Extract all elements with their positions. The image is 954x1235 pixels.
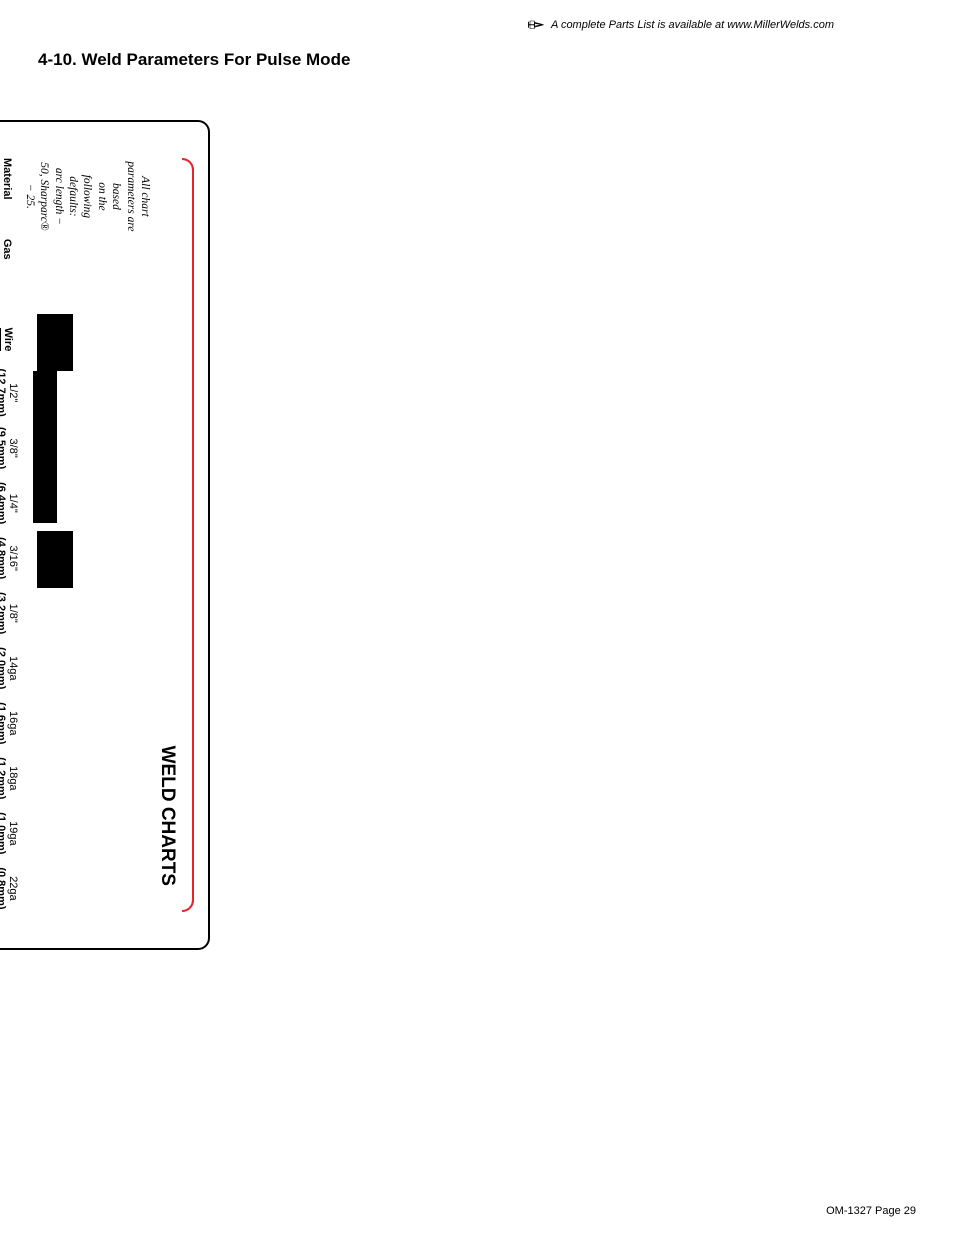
chart-intro: All chart parameters are based on the fo… <box>19 154 152 239</box>
column-header: Wire <box>0 314 19 365</box>
column-header: 3/8"(9.5mm) <box>0 421 19 476</box>
redacted-box <box>37 531 73 588</box>
parts-list-note: A complete Parts List is available at ww… <box>527 18 834 32</box>
parts-list-text: A complete Parts List is available at ww… <box>551 19 834 31</box>
column-header: 1/8"(3.2mm) <box>0 586 19 641</box>
column-header: Material <box>0 154 19 239</box>
column-header: 19ga(1.0mm) <box>0 806 19 861</box>
column-header: Gas <box>0 239 19 314</box>
pointing-hand-icon <box>527 18 545 32</box>
column-header: 1/2"(12.7mm) <box>0 365 19 421</box>
page-footer: OM-1327 Page 29 <box>826 1205 916 1217</box>
column-header: 22ga(0.8mm) <box>0 861 19 916</box>
weld-parameters-table: All chart parameters are based on the fo… <box>0 154 152 916</box>
column-header: 14ga(2.0mm) <box>0 641 19 696</box>
section-heading: 4-10. Weld Parameters For Pulse Mode <box>38 50 350 70</box>
redacted-box <box>33 371 57 523</box>
table-header-row: MaterialGasWire1/2"(12.7mm)3/8"(9.5mm)1/… <box>0 154 19 916</box>
weld-chart-container: WELD CHARTS All chart parameters are bas… <box>0 120 210 950</box>
column-header: 18ga(1.2mm) <box>0 751 19 806</box>
chart-title: WELD CHARTS <box>156 154 178 916</box>
column-header: 16ga(1.6mm) <box>0 696 19 751</box>
redacted-box <box>37 314 73 371</box>
column-header: 3/16"(4.8mm) <box>0 531 19 586</box>
column-header: 1/4"(6.4mm) <box>0 476 19 531</box>
